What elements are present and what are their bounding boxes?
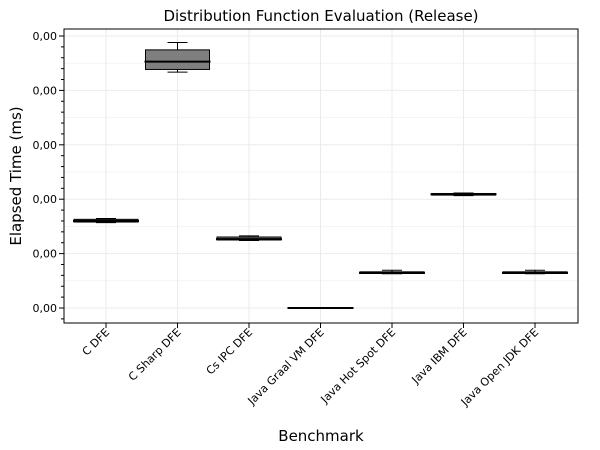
x-tick-label: C Sharp DFE xyxy=(126,326,184,384)
box xyxy=(145,49,210,70)
boxplot xyxy=(73,218,139,224)
boxplot xyxy=(216,235,282,242)
x-tick-label: Java Graal VM DFE xyxy=(245,326,327,408)
boxplot xyxy=(502,269,568,275)
y-tick-label: 0,00 xyxy=(33,30,58,43)
y-tick-label: 0,00 xyxy=(33,84,58,97)
y-tick-label: 0,00 xyxy=(33,139,58,152)
boxplot xyxy=(287,307,354,309)
x-tick-label: Java IBM DFE xyxy=(409,326,470,387)
y-tick-label: 0,00 xyxy=(33,193,58,206)
y-axis: 0,00 0,00 0,00 0,00 0,00 0,00 xyxy=(33,30,64,320)
y-tick-label: 0,00 xyxy=(33,248,58,261)
boxplot xyxy=(144,42,211,73)
x-tick-label: C DFE xyxy=(80,326,113,359)
x-tick-label: Java Open JDK DFE xyxy=(458,326,541,409)
x-tick-label: Cs IPC DFE xyxy=(204,326,255,377)
y-axis-title: Elapsed Time (ms) xyxy=(7,106,25,245)
chart-title: Distribution Function Evaluation (Releas… xyxy=(163,7,478,25)
x-tick-label: Java Hot Spot DFE xyxy=(318,326,399,407)
x-axis-title: Benchmark xyxy=(278,427,364,445)
y-tick-label: 0,00 xyxy=(33,302,58,315)
boxplots xyxy=(73,42,568,309)
boxplot xyxy=(430,192,497,197)
grid xyxy=(64,29,578,323)
boxplot xyxy=(359,269,425,275)
